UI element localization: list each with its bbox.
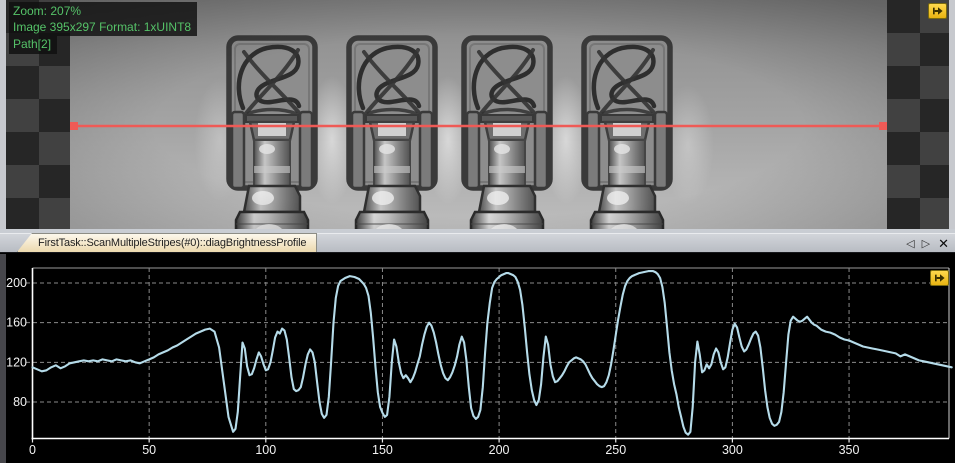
inspection-image[interactable] — [70, 0, 887, 229]
panel-separator — [0, 229, 955, 233]
image-right-edge — [949, 0, 955, 229]
chart-dock-arrow-icon[interactable] — [930, 270, 949, 286]
svg-text:120: 120 — [6, 355, 27, 369]
tab-nav-controls: ◁ ▷ ✕ — [904, 234, 952, 254]
scan-line[interactable] — [70, 122, 887, 130]
svg-text:300: 300 — [722, 443, 743, 457]
image-info-overlay: Zoom: 207% Image 395x297 Format: 1xUINT8… — [9, 2, 198, 54]
svg-text:160: 160 — [6, 316, 27, 330]
profile-plot: 80 120 160 200 0 50 100 150 200 250 300 350 — [6, 267, 953, 457]
svg-text:150: 150 — [372, 443, 393, 457]
tab-label: FirstTask::ScanMultipleStripes(#0)::diag… — [38, 237, 307, 249]
path-readout: Path[2] — [9, 36, 58, 54]
svg-text:0: 0 — [29, 443, 36, 457]
transparency-checker-right — [887, 0, 949, 229]
svg-text:80: 80 — [13, 395, 27, 409]
image-dock-arrow-icon[interactable] — [928, 3, 947, 19]
vial-scene — [70, 0, 887, 229]
image-viewer: Zoom: 207% Image 395x297 Format: 1xUINT8… — [0, 0, 955, 229]
brightness-profile-chart[interactable]: 80 120 160 200 0 50 100 150 200 250 300 350 — [0, 254, 955, 463]
tab-bar: FirstTask::ScanMultipleStripes(#0)::diag… — [0, 233, 955, 253]
chart-left-edge — [0, 254, 6, 463]
tab-close-icon[interactable]: ✕ — [938, 235, 949, 251]
svg-text:200: 200 — [6, 276, 27, 290]
svg-text:350: 350 — [839, 443, 860, 457]
tab-scroll-left-icon[interactable]: ◁ — [906, 237, 915, 250]
svg-text:100: 100 — [255, 443, 276, 457]
svg-text:250: 250 — [605, 443, 626, 457]
image-format-readout: Image 395x297 Format: 1xUINT8 — [13, 20, 192, 34]
tab-diag-brightness-profile[interactable]: FirstTask::ScanMultipleStripes(#0)::diag… — [17, 233, 318, 252]
image-left-edge — [0, 0, 6, 229]
zoom-readout: Zoom: 207% — [13, 4, 82, 18]
svg-text:200: 200 — [489, 443, 510, 457]
dock-arrow-glyph — [932, 7, 943, 15]
svg-text:50: 50 — [142, 443, 156, 457]
brightness-profile-curve — [31, 270, 953, 436]
dock-arrow-glyph — [934, 274, 945, 282]
tab-scroll-right-icon[interactable]: ▷ — [921, 237, 931, 250]
